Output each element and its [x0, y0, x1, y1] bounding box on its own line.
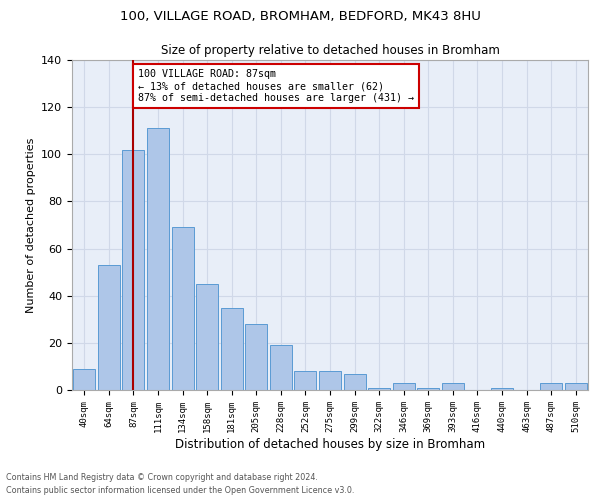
Bar	[98, 265, 120, 390]
Bar	[540, 383, 562, 390]
Bar	[221, 308, 243, 390]
Title: Size of property relative to detached houses in Bromham: Size of property relative to detached ho…	[161, 44, 499, 58]
Text: 100 VILLAGE ROAD: 87sqm
← 13% of detached houses are smaller (62)
87% of semi-de: 100 VILLAGE ROAD: 87sqm ← 13% of detache…	[139, 70, 415, 102]
Bar	[270, 345, 292, 390]
Bar	[368, 388, 390, 390]
Bar	[122, 150, 145, 390]
Text: 100, VILLAGE ROAD, BROMHAM, BEDFORD, MK43 8HU: 100, VILLAGE ROAD, BROMHAM, BEDFORD, MK4…	[119, 10, 481, 23]
Bar	[442, 383, 464, 390]
Bar	[245, 324, 268, 390]
Bar	[392, 383, 415, 390]
Text: Contains HM Land Registry data © Crown copyright and database right 2024.
Contai: Contains HM Land Registry data © Crown c…	[6, 474, 355, 495]
Bar	[319, 371, 341, 390]
Bar	[295, 371, 316, 390]
Bar	[491, 388, 513, 390]
Bar	[565, 383, 587, 390]
Bar	[73, 369, 95, 390]
Bar	[172, 228, 194, 390]
Bar	[344, 374, 365, 390]
Bar	[196, 284, 218, 390]
Y-axis label: Number of detached properties: Number of detached properties	[26, 138, 35, 312]
Bar	[147, 128, 169, 390]
Bar	[417, 388, 439, 390]
X-axis label: Distribution of detached houses by size in Bromham: Distribution of detached houses by size …	[175, 438, 485, 450]
